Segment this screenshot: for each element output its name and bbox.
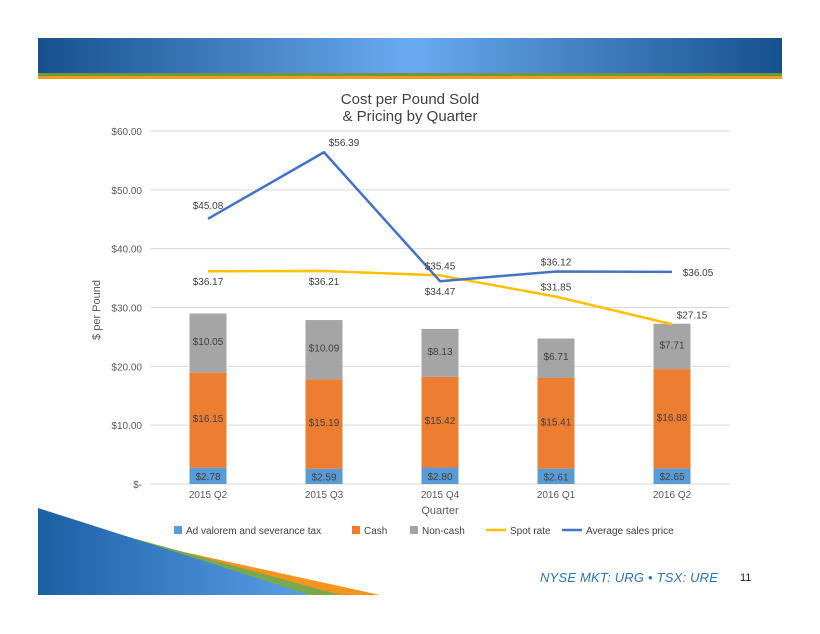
line-spot-rate-label: $27.15: [677, 310, 708, 321]
bar-label-cash: $15.19: [309, 418, 340, 429]
bar-ad-valorem: [421, 467, 459, 484]
x-tick-label: 2015 Q3: [305, 490, 344, 501]
x-tick-label: 2016 Q2: [653, 490, 692, 501]
legend-label: Average sales price: [586, 526, 674, 537]
legend-label: Spot rate: [510, 526, 551, 537]
y-tick-label: $60.00: [111, 127, 142, 138]
line-spot-rate-label: $36.17: [193, 277, 224, 288]
bar-non-cash: [537, 338, 575, 378]
chart-title-line2: & Pricing by Quarter: [342, 108, 477, 125]
legend-swatch: [352, 526, 360, 534]
line-data-labels: $36.17 $36.21 $35.45 $31.85 $27.15 $45.08 $56.…: [193, 138, 714, 321]
bar-cash: [537, 377, 575, 469]
line-average-sales-price-label: $45.08: [193, 201, 224, 212]
line-spot-rate-label: $31.85: [541, 283, 572, 294]
y-axis-title: $ per Pound: [91, 280, 103, 340]
bar-label-cash: $16.88: [657, 413, 688, 424]
legend-label: Cash: [364, 526, 387, 537]
page-number: 11: [740, 572, 752, 584]
chart-legend: Ad valorem and severance tax Cash Non-cash…: [174, 526, 674, 537]
x-tick-label: 2016 Q1: [537, 490, 576, 501]
banner-green-stripe: [38, 73, 782, 76]
bar-non-cash: [653, 323, 691, 370]
bar-label-non-cash: $8.13: [427, 347, 452, 358]
line-average-sales-price: [207, 150, 673, 283]
header-banner: [38, 38, 782, 79]
bar-label-ad-valorem: $2.80: [427, 472, 452, 483]
bar-ad-valorem: [653, 468, 691, 484]
line-spot-rate-label: $36.21: [309, 277, 340, 288]
y-tick-label: $40.00: [111, 245, 142, 256]
bar-label-cash: $15.41: [541, 417, 572, 428]
bar-label-ad-valorem: $2.59: [311, 472, 336, 483]
bar-label-non-cash: $10.09: [309, 344, 340, 355]
legend-swatch: [174, 526, 182, 534]
x-tick-label: 2015 Q2: [189, 490, 228, 501]
bar-label-ad-valorem: $2.61: [543, 472, 568, 483]
bar-ad-valorem: [189, 467, 227, 484]
bar-non-cash: [189, 313, 227, 373]
wave-blue: [38, 508, 310, 595]
x-tick-label: 2015 Q4: [421, 490, 460, 501]
y-tick-label: $10.00: [111, 421, 142, 432]
x-axis-title: Quarter: [421, 505, 459, 517]
bar-non-cash: [305, 320, 343, 380]
legend-label: Non-cash: [422, 526, 465, 537]
line-spot-rate-label: $35.45: [425, 261, 456, 272]
line-average-sales-price-label: $34.47: [425, 287, 456, 298]
bar-label-ad-valorem: $2.65: [659, 472, 684, 483]
line-average-sales-price-label: $36.12: [541, 257, 572, 268]
y-tick-labels: $- $10.00 $20.00 $30.00 $40.00 $50.00 $60.00: [111, 127, 142, 491]
banner-orange-stripe: [38, 76, 782, 79]
bar-label-non-cash: $6.71: [543, 352, 568, 363]
bar-label-cash: $16.15: [193, 414, 224, 425]
line-spot-rate: [207, 269, 673, 326]
chart-title-line1: Cost per Pound Sold: [341, 91, 479, 108]
bar-non-cash: [421, 328, 459, 377]
bar-ad-valorem: [537, 468, 575, 484]
exchange-ticker-text: NYSE MKT: URG • TSX: URE: [540, 570, 719, 585]
bar-cash: [421, 376, 459, 468]
x-tick-labels: 2015 Q2 2015 Q3 2015 Q4 2016 Q1 2016 Q2: [189, 490, 692, 501]
y-tick-label: $50.00: [111, 186, 142, 197]
line-average-sales-price-label: $56.39: [329, 138, 360, 149]
y-tick-label: $20.00: [111, 362, 142, 373]
y-tick-label: $30.00: [111, 304, 142, 315]
bar-cash: [653, 369, 691, 469]
bar-label-ad-valorem: $2.78: [195, 472, 220, 483]
bar-label-non-cash: $7.71: [659, 340, 684, 351]
bar-ad-valorem: [305, 468, 343, 484]
bar-cash: [305, 379, 343, 469]
y-tick-label: $-: [133, 480, 142, 491]
legend-swatch: [410, 526, 418, 534]
bar-label-non-cash: $10.05: [193, 337, 224, 348]
footer-waves: [38, 508, 380, 595]
bar-cash: [189, 372, 227, 468]
bar-label-cash: $15.42: [425, 416, 456, 427]
banner-gradient: [38, 38, 782, 73]
chart-bars: [189, 313, 691, 484]
line-average-sales-price-label: $36.05: [683, 268, 714, 279]
chart-lines: [207, 150, 673, 326]
legend-label: Ad valorem and severance tax: [186, 526, 321, 537]
bar-data-labels: $2.78 $16.15 $10.05 $2.59 $15.19 $10.09 $2.80 $…: [193, 337, 688, 483]
